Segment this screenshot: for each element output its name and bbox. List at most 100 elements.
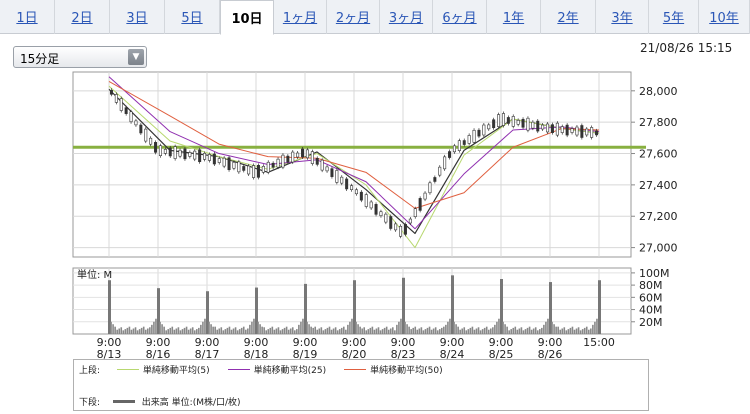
volume-bar — [273, 329, 276, 334]
volume-bar — [261, 326, 263, 334]
volume-bar — [453, 321, 455, 334]
volume-ytick-label-0: 20M — [639, 316, 663, 329]
volume-bar — [383, 327, 386, 334]
tab-5[interactable]: 1ヶ月 — [274, 0, 327, 34]
volume-bar — [281, 329, 284, 334]
candle-body — [144, 128, 148, 142]
volume-bar — [592, 324, 594, 334]
volume-bar — [496, 321, 498, 334]
volume-bar — [124, 329, 127, 334]
candle-body — [124, 107, 128, 114]
volume-bar — [461, 328, 464, 334]
volume-bar — [112, 324, 114, 334]
tab-6[interactable]: 2ヶ月 — [327, 0, 380, 34]
tab-2[interactable]: 3日 — [110, 0, 165, 34]
xtick-time-9: 9:00 — [538, 336, 563, 349]
candle-body — [330, 168, 334, 177]
candle-body — [511, 116, 515, 127]
volume-bar — [224, 329, 227, 334]
candle-body — [301, 148, 305, 158]
volume-bar — [146, 328, 149, 334]
candle-body — [129, 111, 133, 123]
candle-body — [541, 124, 545, 130]
volume-bar — [467, 329, 470, 334]
volume-bar — [516, 329, 519, 334]
xtick-time-6: 9:00 — [391, 336, 416, 349]
xtick-date-0: 8/13 — [97, 348, 122, 361]
volume-bar — [322, 330, 325, 334]
tab-1[interactable]: 2日 — [55, 0, 110, 34]
xtick-time-7: 9:00 — [440, 336, 465, 349]
volume-bar — [179, 330, 182, 334]
volume-bar — [518, 328, 521, 334]
candle-body — [526, 117, 530, 131]
candle-body — [359, 191, 363, 201]
tab-3[interactable]: 5日 — [165, 0, 220, 34]
volume-bar — [169, 327, 172, 334]
xtick-date-3: 8/18 — [244, 348, 269, 361]
volume-bar — [455, 324, 457, 334]
candle-body — [487, 124, 491, 130]
candle-body — [531, 121, 535, 129]
xtick-date-9: 8/26 — [538, 348, 563, 361]
volume-bar — [349, 321, 351, 334]
volume-bar — [328, 326, 331, 334]
volume-ytick-label-4: 100M — [639, 267, 670, 280]
volume-bar — [463, 327, 466, 334]
volume-bar — [371, 326, 374, 334]
volume-bar — [389, 328, 392, 334]
candle-body — [242, 166, 246, 171]
candle-body — [158, 145, 162, 157]
price-ytick-label-3: 27,600 — [639, 148, 678, 161]
tab-8[interactable]: 6ヶ月 — [433, 0, 487, 34]
tab-9[interactable]: 1年 — [487, 0, 541, 34]
volume-bar — [541, 327, 543, 334]
candle-body — [408, 218, 412, 224]
volume-bar — [412, 327, 415, 334]
volume-bar — [553, 324, 555, 334]
tab-11[interactable]: 3年 — [596, 0, 649, 34]
volume-bar — [579, 330, 582, 334]
volume-bar — [208, 321, 210, 334]
tab-0[interactable]: 1日 — [0, 0, 55, 34]
volume-bar-open-2 — [206, 291, 209, 334]
legend-upper-row: 上段: 単純移動平均(5) 単純移動平均(25) 単純移動平均(50) — [79, 363, 443, 376]
candle-body — [482, 124, 486, 136]
volume-bar — [363, 327, 366, 334]
candle-body — [379, 211, 383, 217]
candle-body — [149, 137, 153, 145]
dropdown-arrow-icon[interactable]: ▼ — [128, 49, 144, 65]
volume-bar — [469, 327, 472, 334]
volume-bar — [275, 328, 278, 334]
volume-bar — [220, 327, 223, 334]
volume-bar — [581, 329, 584, 334]
tab-10[interactable]: 2年 — [541, 0, 596, 34]
xtick-date-2: 8/17 — [195, 348, 220, 361]
tab-4[interactable]: 10日 — [220, 0, 274, 35]
candle-body — [403, 224, 407, 235]
candle-body — [335, 170, 339, 183]
candle-body — [423, 192, 427, 200]
volume-bar — [471, 326, 474, 334]
volume-bar — [547, 318, 549, 334]
volume-bar — [400, 318, 402, 334]
volume-bar-open-4 — [304, 283, 307, 334]
volume-bar-open-5 — [353, 280, 356, 334]
volume-bar — [320, 327, 323, 334]
candle-body — [193, 150, 197, 160]
volume-bar — [485, 326, 488, 334]
volume-bar — [373, 329, 376, 334]
volume-bar — [577, 327, 580, 334]
legend-swatch-1 — [227, 369, 250, 370]
candle-body — [389, 216, 393, 229]
tab-7[interactable]: 3ヶ月 — [380, 0, 433, 34]
volume-bar — [316, 329, 319, 334]
volume-bar — [583, 327, 586, 334]
candle-body — [555, 122, 559, 136]
volume-bar — [534, 327, 537, 334]
interval-select[interactable]: 15分足 ▼ — [13, 46, 147, 68]
legend-lower-label: 下段: — [79, 398, 101, 408]
volume-bar — [165, 330, 167, 334]
tab-12[interactable]: 5年 — [649, 0, 699, 34]
volume-bar — [230, 329, 233, 334]
